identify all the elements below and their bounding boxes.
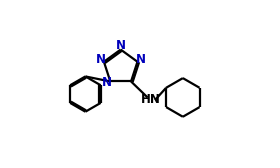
Text: HN: HN [141,93,161,107]
Text: N: N [102,76,112,89]
Text: N: N [136,53,145,66]
Text: N: N [116,39,126,52]
Text: N: N [96,53,106,66]
